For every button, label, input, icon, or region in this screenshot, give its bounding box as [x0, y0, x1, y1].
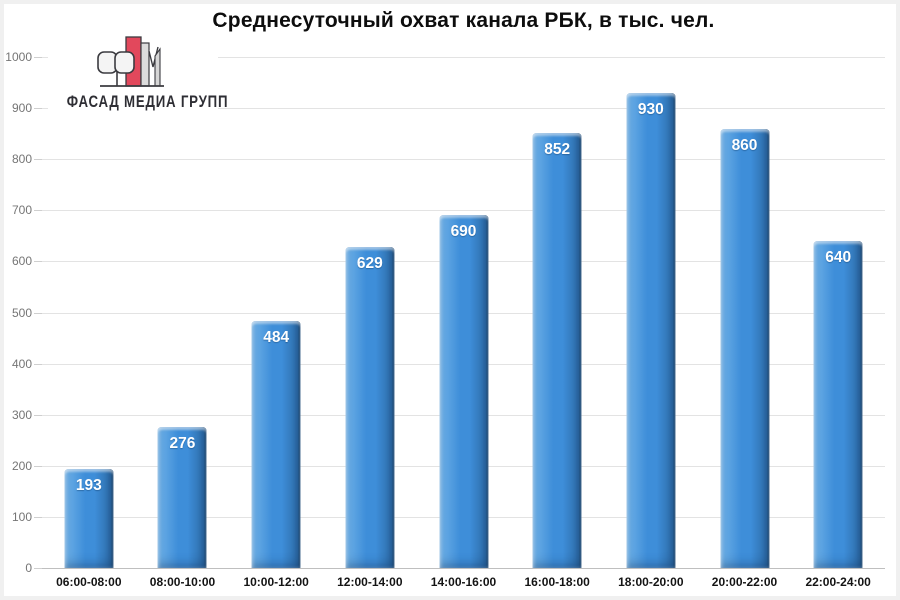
- logo-text: ФАСАД МЕДИА ГРУПП: [66, 92, 229, 111]
- y-axis-label: 600: [11, 254, 32, 269]
- bar-group: 484: [251, 320, 301, 568]
- bar-group: 193: [64, 469, 114, 568]
- bar: 930: [626, 92, 676, 568]
- bar: 276: [157, 426, 207, 568]
- x-axis-label: 20:00-22:00: [711, 575, 778, 589]
- bar-value-label: 629: [356, 254, 383, 272]
- bar: 484: [251, 320, 301, 568]
- y-axis-label: 900: [11, 101, 32, 116]
- bar-group: 930: [626, 92, 676, 568]
- y-axis-tick: [34, 414, 42, 416]
- bar: 852: [532, 132, 582, 568]
- bar-value-label: 930: [637, 100, 664, 118]
- y-axis-label: 700: [11, 203, 32, 218]
- y-axis-label: 100: [11, 509, 32, 524]
- bar: 629: [345, 246, 395, 568]
- y-axis-tick: [34, 261, 42, 263]
- y-axis-tick: [34, 57, 42, 58]
- x-axis-label: 22:00-24:00: [805, 575, 871, 589]
- bar-value-label: 852: [544, 140, 571, 158]
- bar-value-label: 690: [450, 223, 477, 241]
- bar-value-label: 640: [825, 248, 852, 266]
- x-axis-label: 14:00-16:00: [430, 575, 497, 589]
- x-axis-label: 06:00-08:00: [56, 575, 122, 589]
- y-axis-label: 500: [11, 305, 32, 320]
- plot-area: 0 100 200 300 400 500 600 700 800 900 1000 193 06:00…: [5, 50, 885, 589]
- gridline: [42, 108, 885, 110]
- y-axis-tick: [34, 312, 42, 314]
- y-axis-label: 1000: [5, 50, 32, 64]
- y-axis-label: 0: [25, 561, 32, 575]
- bar: 193: [64, 469, 114, 568]
- logo: ФАСАД МЕДИА ГРУПП: [48, 26, 229, 120]
- y-axis-tick: [34, 108, 42, 110]
- y-axis-tick: [34, 210, 42, 212]
- bar-group: 690: [439, 215, 488, 568]
- y-axis-tick: [34, 465, 42, 467]
- gridline: [42, 57, 885, 58]
- x-axis-label: 10:00-12:00: [243, 575, 309, 589]
- logo-mark-icon: [97, 36, 164, 87]
- x-axis-line: [42, 568, 885, 569]
- gridline: [42, 210, 885, 212]
- chart-title: Среднесуточный охват канала РБК, в тыс. …: [212, 9, 715, 32]
- bar: 640: [813, 240, 863, 568]
- bar-value-label: 276: [169, 434, 196, 452]
- y-axis-tick: [34, 363, 42, 365]
- gridline: [42, 159, 885, 161]
- bar-group: 860: [720, 128, 769, 568]
- y-axis-tick: [34, 159, 42, 161]
- bar: 690: [439, 215, 488, 568]
- bar: 860: [720, 128, 769, 568]
- bar-group: 276: [157, 426, 207, 568]
- bar-value-label: 193: [75, 477, 102, 495]
- x-axis-label: 16:00-18:00: [524, 575, 590, 589]
- x-axis-label: 08:00-10:00: [149, 575, 216, 589]
- bar-group: 629: [345, 246, 395, 568]
- y-axis-tick: [34, 516, 42, 518]
- y-axis-label: 400: [11, 356, 32, 371]
- x-axis-label: 18:00-20:00: [618, 575, 684, 589]
- y-axis-label: 800: [11, 152, 32, 167]
- bar-value-label: 484: [263, 328, 290, 346]
- bar-group: 852: [532, 132, 582, 568]
- y-axis-label: 200: [11, 458, 32, 473]
- y-axis-label: 300: [11, 407, 32, 422]
- bar-value-label: 860: [731, 136, 758, 154]
- x-axis-label: 12:00-14:00: [337, 575, 403, 589]
- bar-group: 640: [813, 240, 863, 568]
- y-axis-tick: [34, 568, 42, 569]
